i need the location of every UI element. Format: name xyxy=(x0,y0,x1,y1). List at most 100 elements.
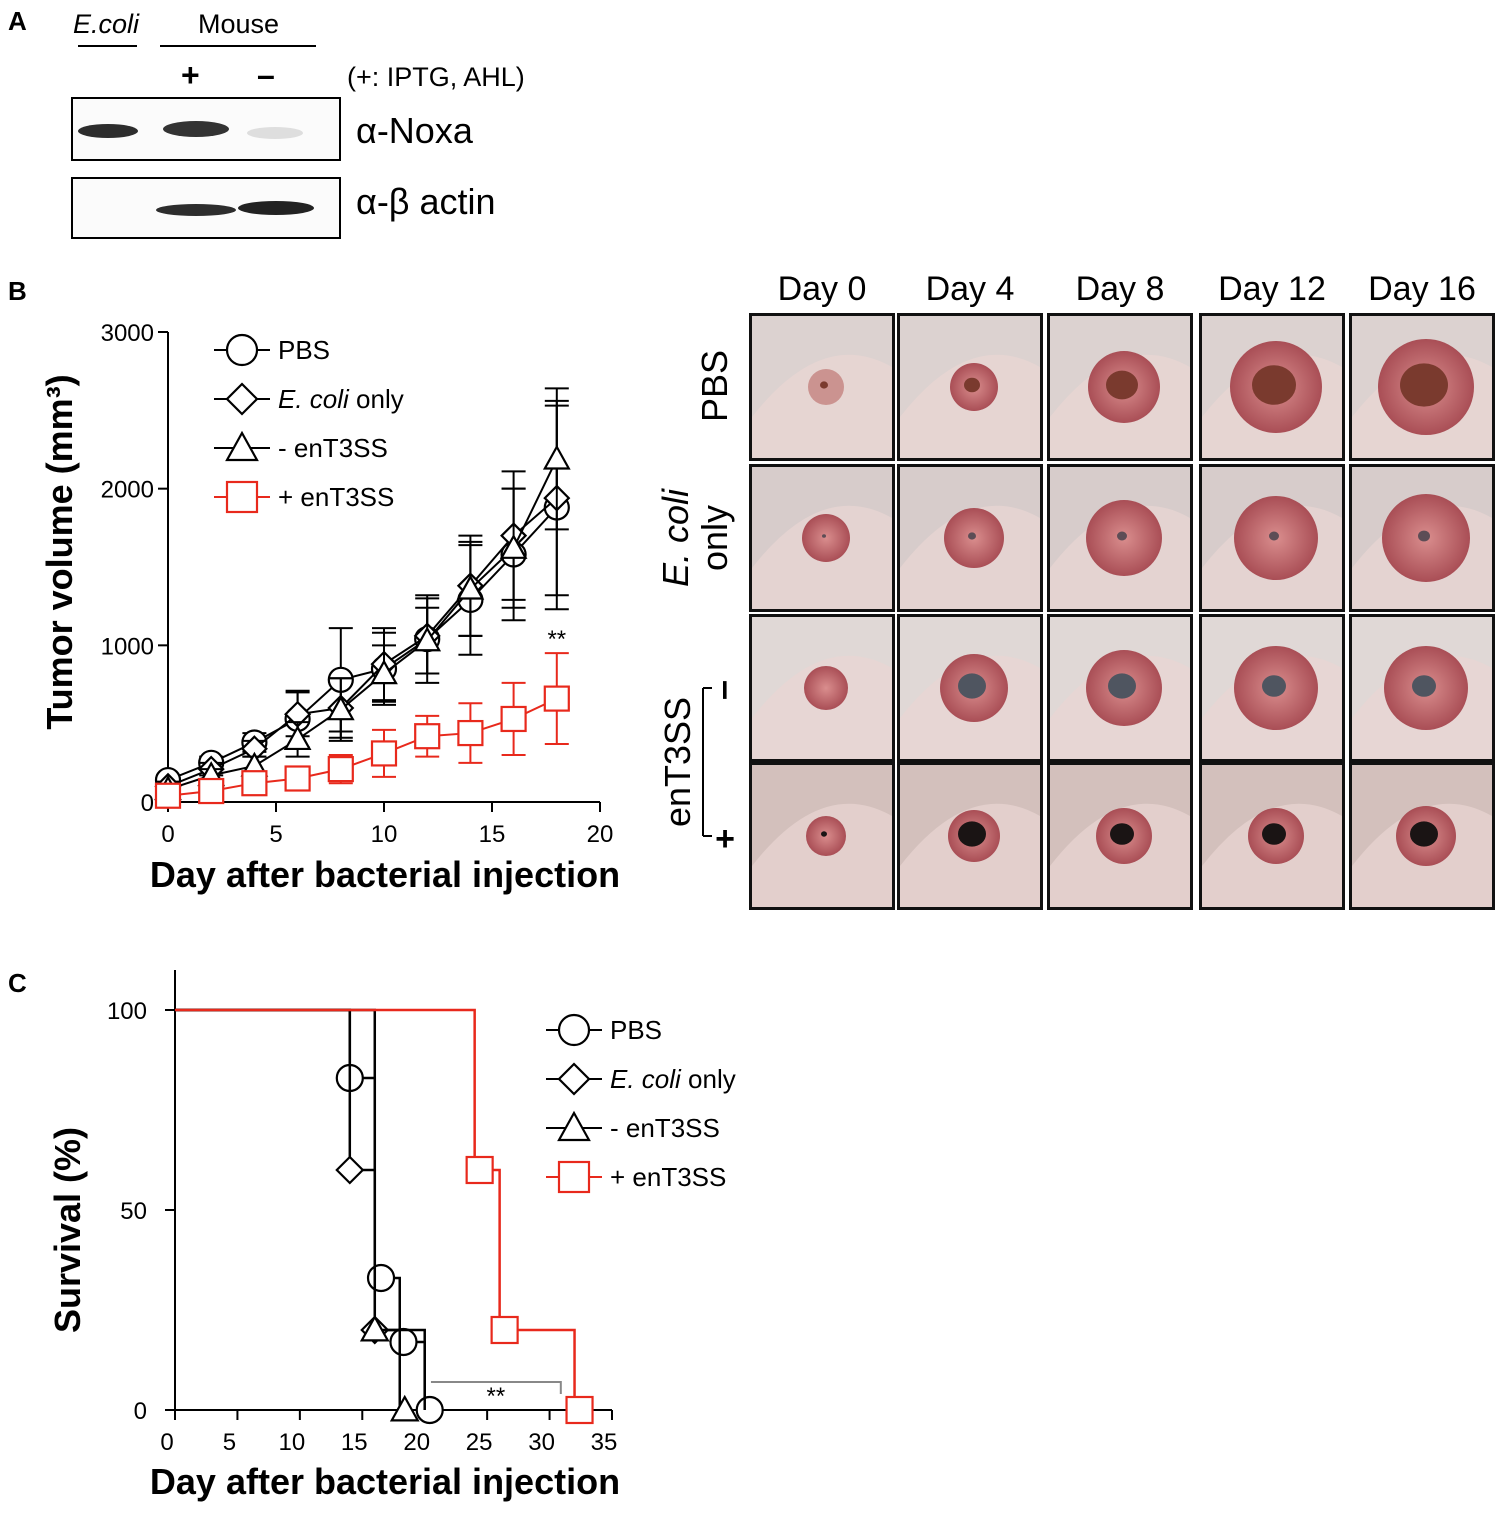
day-label: Day 12 xyxy=(1218,270,1326,308)
necrotic-core xyxy=(1252,365,1296,405)
data-point xyxy=(465,1155,494,1185)
tumor-photo xyxy=(1047,464,1193,612)
legend-diamond-marker xyxy=(557,1062,591,1096)
noxa-band-plus xyxy=(163,121,229,137)
tumor xyxy=(804,666,848,710)
legend-square-marker xyxy=(225,480,259,514)
tumor-photo xyxy=(749,313,895,461)
chart-b-legend-item-square: + enT3SS xyxy=(214,480,394,514)
chart-b-x-tick-label: 5 xyxy=(269,821,282,848)
survival-step-line xyxy=(175,1008,401,1410)
necrotic-core xyxy=(1108,673,1136,699)
necrotic-core xyxy=(968,532,976,540)
data-point xyxy=(389,1327,418,1357)
legend-label: - enT3SS xyxy=(278,433,388,463)
chart-c-y-title: Survival (%) xyxy=(47,1127,88,1333)
row-label-plus: + xyxy=(715,820,735,858)
chart-c-series-circle xyxy=(175,1008,444,1425)
chart-c-x-tick-label: 10 xyxy=(279,1429,306,1456)
chart-c-series-triangle xyxy=(175,1008,426,1422)
necrotic-core xyxy=(1106,370,1138,400)
chart-c-x-tick-label: 15 xyxy=(341,1429,368,1456)
chart-b-series-circle xyxy=(154,404,570,794)
legend-text: enT3SS xyxy=(294,433,388,463)
legend-text: enT3SS xyxy=(626,1113,720,1143)
mouse-skin xyxy=(752,354,892,458)
data-point xyxy=(490,1315,519,1345)
data-point xyxy=(283,725,312,751)
legend-prefix: - xyxy=(278,433,294,463)
chart-b-x-tick-label: 15 xyxy=(479,821,506,848)
tumor-photo xyxy=(1349,614,1495,762)
chart-c-y-tick-label: 50 xyxy=(120,1198,147,1225)
row-label-pbs: PBS xyxy=(694,350,735,422)
legend-triangle-marker xyxy=(225,430,259,462)
legend-label: + enT3SS xyxy=(278,482,394,512)
chart-c-y-tick-label: 0 xyxy=(134,1398,147,1425)
data-point xyxy=(198,777,225,805)
necrotic-core xyxy=(821,831,827,837)
necrotic-core xyxy=(1269,531,1279,541)
data-point xyxy=(284,765,311,792)
chart-b-line xyxy=(167,458,558,791)
data-point xyxy=(370,740,398,767)
data-point xyxy=(389,1394,420,1422)
chart-b-x-tick-label: 0 xyxy=(161,821,174,848)
tumor-photo xyxy=(1349,762,1495,910)
chart-b-y-title: Tumor volume (mm³) xyxy=(39,374,80,729)
data-point xyxy=(326,695,355,721)
chart-b-legend-item-triangle: - enT3SS xyxy=(214,430,388,463)
data-point xyxy=(241,770,268,797)
blot-plus-label: + xyxy=(181,57,200,93)
tumor-photo xyxy=(1047,762,1193,910)
chart-b-line xyxy=(167,697,558,797)
tumor-volume-chart: 0 5 10 15 20 0 1000 2000 3000 ** Day after bacte… xyxy=(39,320,620,895)
tumor-photo xyxy=(897,464,1043,612)
chart-b-series-square xyxy=(154,652,570,809)
day-label: Day 0 xyxy=(778,270,867,308)
chart-c-legend-item-diamond: E. coli only xyxy=(546,1062,736,1096)
noxa-band-minus xyxy=(247,127,303,139)
chart-c-x-tick-label: 20 xyxy=(403,1429,430,1456)
legend-text: only xyxy=(349,384,404,414)
legend-italic: E. coli xyxy=(278,384,350,414)
necrotic-core xyxy=(1262,675,1286,697)
necrotic-core xyxy=(1117,531,1127,541)
chart-b-line xyxy=(167,506,558,781)
chart-b-y-tick-label: 1000 xyxy=(101,633,154,660)
data-point xyxy=(456,574,485,600)
data-point xyxy=(327,755,354,783)
data-point xyxy=(457,719,484,747)
day-label: Day 8 xyxy=(1076,270,1165,308)
tumor-photo xyxy=(897,614,1043,762)
legend-text: enT3SS xyxy=(632,1162,726,1192)
data-point xyxy=(500,705,527,733)
data-point xyxy=(415,1395,444,1425)
tumor-photo xyxy=(897,762,1043,910)
day-label: Day 16 xyxy=(1368,270,1476,308)
tumor-photo xyxy=(1199,313,1345,461)
chart-b-significance: ** xyxy=(547,626,566,653)
data-point xyxy=(154,782,182,809)
necrotic-core xyxy=(1262,823,1286,845)
blot-minus-label: – xyxy=(257,57,275,93)
chart-b-y-tick-label: 2000 xyxy=(101,477,154,504)
chart-b-series-triangle xyxy=(154,387,571,801)
data-point xyxy=(366,1263,396,1293)
blot-mouse-label: Mouse xyxy=(198,9,279,39)
legend-square-marker xyxy=(557,1160,591,1194)
chart-b-x-title: Day after bacterial injection xyxy=(150,854,620,895)
tumor xyxy=(802,514,850,562)
chart-b-y-tick-label: 3000 xyxy=(101,320,154,347)
legend-italic: E. coli xyxy=(610,1064,682,1094)
tumor-photo-grid: Day 0 Day 4 Day 8 Day 12 Day 16 xyxy=(749,270,1495,910)
necrotic-core xyxy=(958,673,986,699)
necrotic-core xyxy=(964,377,980,393)
legend-label: E. coli only xyxy=(610,1064,736,1094)
day-label: Day 4 xyxy=(926,270,1015,308)
survival-chart: 0 5 10 15 20 25 30 35 0 50 100 ** Day after bacter… xyxy=(47,970,620,1502)
necrotic-core xyxy=(1410,821,1438,847)
chart-c-x-tick-label: 5 xyxy=(223,1429,236,1456)
legend-label: PBS xyxy=(278,335,330,365)
